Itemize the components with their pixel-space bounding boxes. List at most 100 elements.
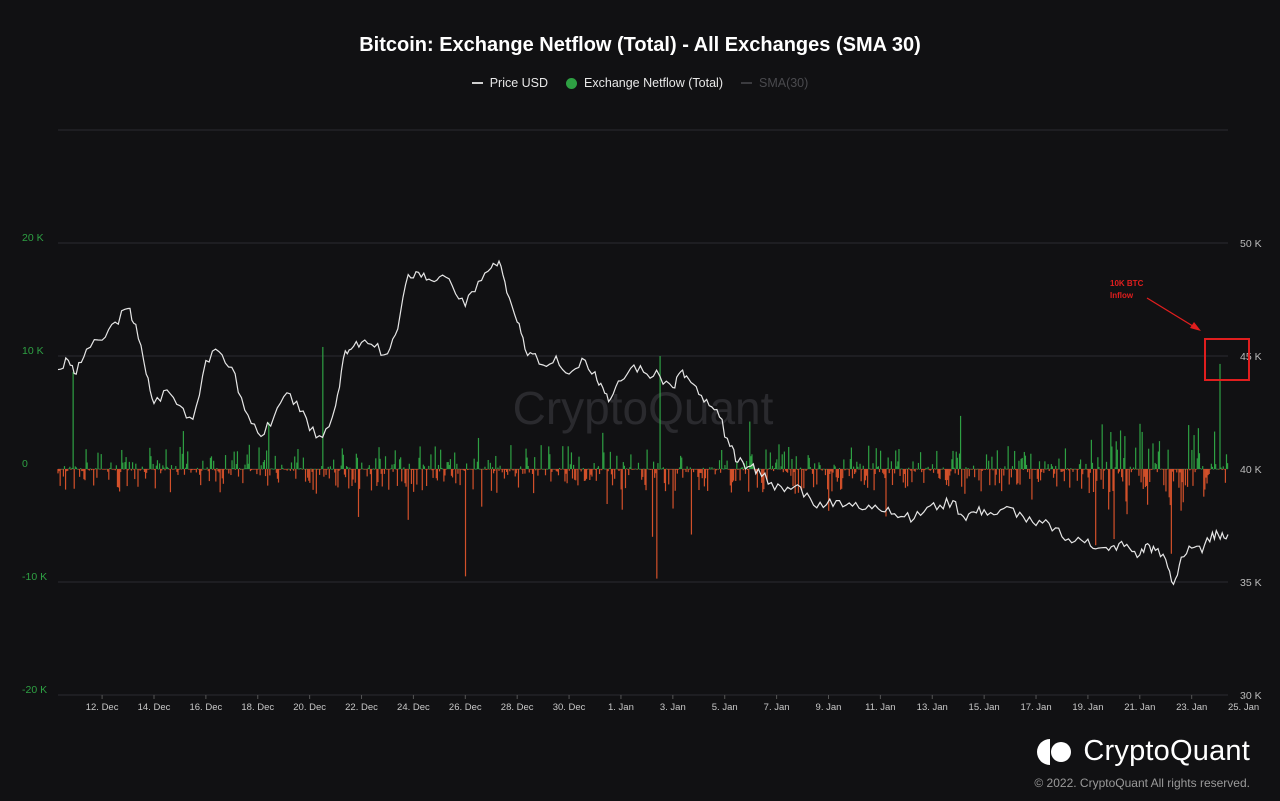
inflow-bar — [558, 467, 561, 469]
outflow-bar — [1036, 469, 1038, 479]
inflow-bar — [159, 463, 161, 469]
inflow-bar — [985, 454, 988, 469]
inflow-bar — [1023, 451, 1025, 469]
outflow-bar — [396, 469, 399, 486]
outflow-bar — [1186, 469, 1189, 487]
inflow-bar — [857, 466, 859, 469]
inflow-bar — [115, 465, 117, 469]
legend-sma30[interactable]: SMA(30) — [740, 76, 808, 90]
outflow-bar — [1134, 469, 1136, 470]
inflow-bar — [1064, 448, 1067, 469]
inflow-bar — [1211, 466, 1214, 469]
outflow-bar — [667, 469, 669, 470]
inflow-bar — [926, 468, 928, 470]
outflow-bar — [990, 469, 992, 470]
outflow-bar — [695, 469, 697, 470]
outflow-bar — [556, 469, 558, 472]
outflow-bar — [703, 469, 705, 487]
inflow-bar — [131, 462, 134, 469]
outflow-bar — [414, 469, 416, 470]
outflow-bar — [493, 469, 495, 474]
outflow-bar — [455, 469, 457, 484]
outflow-bar — [257, 469, 259, 470]
outflow-bar — [161, 469, 163, 471]
outflow-bar — [522, 469, 524, 474]
inflow-bar — [543, 468, 546, 470]
inflow-bar — [1078, 464, 1081, 469]
outflow-bar — [924, 469, 926, 471]
inflow-bar — [106, 468, 108, 470]
inflow-bar — [128, 461, 130, 469]
inflow-bar — [440, 449, 442, 469]
outflow-bar — [935, 469, 937, 470]
outflow-bar — [531, 469, 534, 474]
outflow-bar — [515, 469, 517, 474]
inflow-bar — [294, 456, 296, 469]
outflow-bar — [923, 469, 925, 483]
inflow-bar — [602, 432, 604, 469]
outflow-bar — [221, 469, 223, 479]
outflow-bar — [421, 469, 423, 491]
inflow-bar — [181, 453, 183, 469]
outflow-bar — [218, 469, 220, 473]
outflow-bar — [563, 469, 565, 470]
outflow-bar — [392, 469, 394, 472]
inflow-bar — [640, 468, 642, 470]
inflow-bar — [469, 468, 471, 470]
inflow-bar — [71, 467, 73, 469]
outflow-bar — [947, 469, 949, 481]
outflow-bar — [337, 469, 339, 488]
inflow-bar — [886, 468, 888, 469]
outflow-bar — [1136, 469, 1138, 470]
outflow-bar — [732, 469, 735, 481]
outflow-bar — [199, 469, 201, 475]
inflow-bar — [872, 463, 874, 469]
outflow-bar — [189, 469, 191, 470]
outflow-bar — [937, 469, 939, 474]
outflow-bar — [429, 469, 431, 470]
outflow-bar — [744, 469, 747, 474]
outflow-bar — [323, 469, 325, 477]
outflow-bar — [928, 469, 930, 471]
outflow-bar — [938, 469, 940, 479]
inflow-bar — [317, 468, 320, 470]
outflow-bar — [234, 469, 236, 470]
outflow-bar — [316, 469, 319, 470]
outflow-bar — [707, 469, 709, 491]
inflow-bar — [919, 452, 922, 469]
x-tick-label: 24. Dec — [397, 702, 430, 713]
left-tick-label: -20 K — [22, 684, 47, 696]
inflow-bar — [1226, 463, 1229, 469]
inflow-bar — [689, 467, 691, 469]
outflow-bar — [82, 469, 84, 472]
outflow-bar — [107, 469, 109, 472]
inflow-bar — [1157, 451, 1159, 469]
outflow-bar — [560, 469, 562, 470]
outflow-bar — [388, 469, 390, 490]
outflow-bar — [995, 469, 997, 475]
inflow-bar — [174, 468, 176, 470]
outflow-bar — [720, 469, 722, 473]
outflow-bar — [930, 469, 932, 470]
outflow-bar — [354, 469, 356, 483]
legend-exchange-netflow[interactable]: Exchange Netflow (Total) — [566, 76, 723, 90]
inflow-bar — [536, 468, 538, 470]
outflow-bar — [514, 469, 516, 477]
outflow-bar — [648, 469, 650, 470]
inflow-bar — [1051, 466, 1054, 469]
inflow-bar — [662, 467, 664, 469]
outflow-bar — [966, 469, 968, 479]
inflow-bar — [291, 468, 294, 470]
inflow-bar — [526, 457, 528, 469]
outflow-bar — [539, 469, 541, 470]
outflow-bar — [755, 469, 757, 473]
outflow-bar — [555, 469, 557, 472]
outflow-bar — [787, 469, 789, 473]
inflow-bar — [235, 464, 237, 469]
outflow-bar — [267, 469, 269, 486]
inflow-bar — [936, 450, 938, 469]
legend-price-usd[interactable]: Price USD — [471, 76, 548, 90]
outflow-bar — [350, 469, 352, 470]
outflow-bar — [363, 469, 365, 470]
